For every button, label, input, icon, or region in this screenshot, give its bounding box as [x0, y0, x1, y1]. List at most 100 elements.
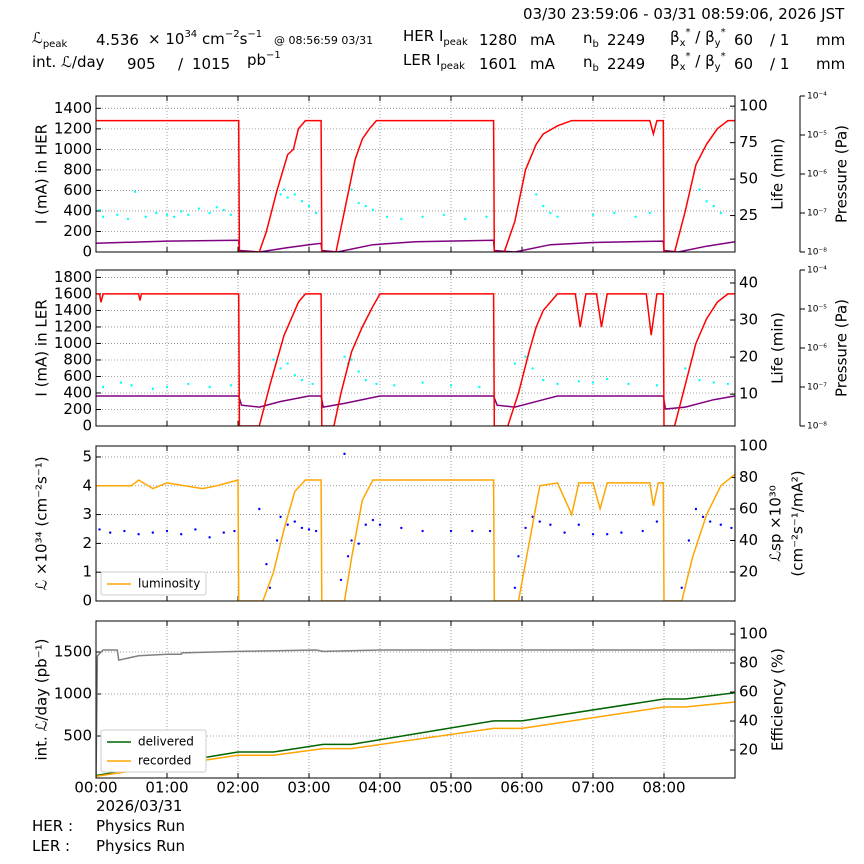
x-tick-label: 08:00 [642, 779, 685, 797]
text-part: β [670, 52, 680, 70]
y-tick-label: 3 [82, 505, 92, 523]
text-part: * [685, 51, 691, 62]
y-tick-label: 1000 [54, 684, 92, 702]
point [726, 382, 730, 386]
text-part: x [679, 62, 686, 73]
point [222, 531, 225, 534]
y3-label: Pressure (Pa) [833, 125, 851, 223]
point [531, 367, 534, 370]
y2-tick-label: 20 [739, 741, 758, 759]
x-tick-label: 04:00 [358, 779, 401, 797]
point [101, 215, 105, 218]
point [694, 507, 698, 511]
lpeak-time: @ 08:56:59 03/31 [274, 34, 374, 47]
point [286, 196, 289, 199]
text-part: peak [440, 61, 465, 72]
point [180, 210, 183, 213]
point [655, 520, 659, 523]
legend-label: luminosity [138, 577, 200, 591]
x-tick-label: 02:00 [216, 779, 259, 797]
text-part: cm [197, 30, 225, 48]
point [698, 378, 701, 382]
y2-tick-label: 60 [739, 683, 758, 701]
y3-tick-label: 10⁻⁵ [807, 131, 827, 141]
point [641, 529, 644, 533]
y-tick-label: 400 [63, 383, 92, 401]
ler-beta-x: 60 [734, 55, 754, 73]
y-label: I (mA) in HER [33, 124, 51, 224]
y-tick-label: 0 [82, 592, 92, 610]
point [712, 204, 715, 208]
point [123, 529, 126, 533]
point [730, 526, 733, 530]
point [421, 215, 424, 218]
point [606, 533, 609, 536]
point [307, 204, 311, 208]
point [98, 208, 101, 212]
point [265, 562, 268, 566]
ler-nb-label: nb [583, 53, 599, 74]
point [208, 211, 211, 215]
y-tick-label: 500 [63, 726, 92, 744]
legend-label: recorded [138, 754, 191, 768]
point [488, 529, 492, 533]
point [137, 533, 140, 536]
her-nb-label: nb [583, 29, 599, 50]
footer-date: 2026/03/31 [96, 797, 183, 815]
y-tick-label: 1200 [54, 317, 92, 335]
point [279, 367, 282, 370]
her-ipeak-label: HER Ipeak [403, 27, 468, 48]
y-tick-label: 1800 [54, 268, 92, 286]
plot-area [96, 649, 735, 778]
ler-label: LER : [32, 837, 71, 855]
her-ipeak: 1280 [479, 31, 518, 49]
point [151, 531, 154, 534]
point [357, 542, 360, 545]
x-tick-label: 06:00 [500, 779, 543, 797]
y3-tick-label: 10⁻⁶ [807, 344, 827, 354]
point [556, 382, 559, 386]
point [687, 539, 691, 542]
y2-tick-label: 100 [739, 437, 768, 455]
x-tick-label: 05:00 [429, 779, 472, 797]
text-part: −1 [247, 29, 263, 40]
point [542, 378, 545, 382]
point [101, 385, 105, 389]
point [538, 520, 541, 523]
text-part: * [720, 27, 726, 38]
point [364, 204, 367, 208]
point [197, 207, 201, 210]
x-tick-label: 07:00 [571, 779, 614, 797]
x-tick-label: 00:00 [74, 779, 117, 797]
text-part: n [583, 29, 593, 47]
point [357, 370, 360, 373]
lpeak-unit: × 1034 cm−2s−1 [148, 29, 262, 48]
point [286, 523, 289, 526]
y2-tick-label: 20 [739, 563, 758, 581]
text-part: b [592, 63, 599, 74]
text-part: s [239, 30, 248, 48]
point [478, 385, 481, 389]
y2-tick-label: 20 [739, 348, 758, 366]
frame [95, 95, 736, 253]
intl-recorded: 905 [127, 55, 156, 73]
text-part: β [670, 28, 680, 46]
point [116, 213, 119, 216]
y3-tick-label: 10⁻⁴ [807, 266, 827, 276]
point [119, 381, 123, 384]
point [165, 385, 169, 389]
y-tick-label: 1200 [54, 119, 92, 137]
y2-tick-label: 80 [739, 654, 758, 672]
text-part: * [720, 51, 726, 62]
y2-tick-label: 100 [739, 625, 768, 643]
y-tick-label: 5 [82, 447, 92, 465]
her-nb: 2249 [607, 31, 646, 49]
y-tick-label: 600 [63, 367, 92, 385]
ler-beta-unit: mm [816, 55, 846, 73]
point [606, 377, 609, 381]
y-label: int. ℒ/day (pb⁻¹) [33, 639, 51, 761]
her-beta-x: 60 [734, 31, 754, 49]
point [513, 586, 517, 589]
text-part: / β [690, 28, 715, 46]
y3-tick-label: 10⁻⁷ [807, 209, 827, 219]
